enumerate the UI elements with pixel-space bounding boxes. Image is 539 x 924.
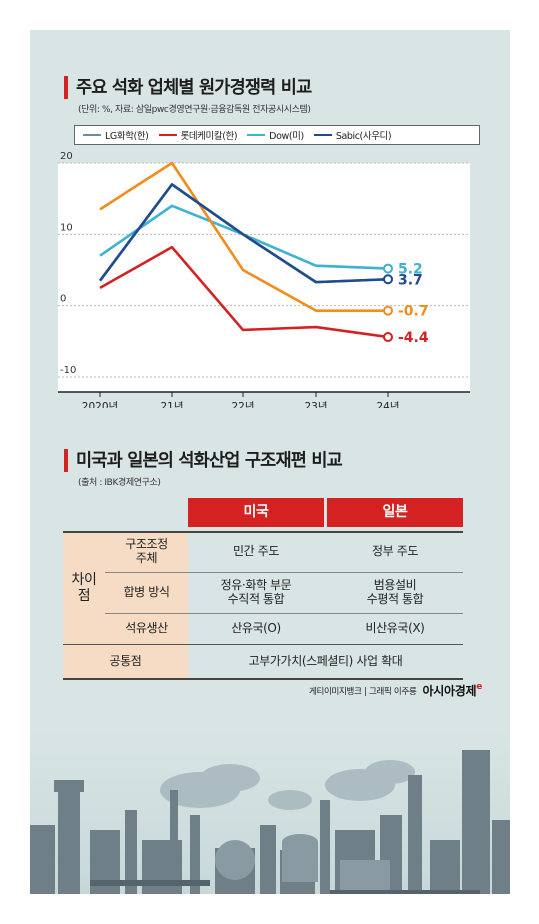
legend-label: LG화학(한): [105, 131, 149, 142]
legend-item: LG화학(한): [83, 128, 149, 142]
table-title: 미국과 일본의 석화산업 구조재편 비교: [76, 451, 343, 471]
row-label: 석유생산: [105, 614, 188, 644]
series-end-marker: [383, 263, 393, 274]
table-subtitle: (출처 : IBK경제연구소): [78, 478, 161, 488]
y-tick-label: 20: [60, 151, 73, 162]
x-tick-label: 22년: [231, 401, 254, 408]
line-chart: 20 10 0 -10 2020년 21년 22년 23년 24년 5.2 -4.4 -0.7 3.7: [58, 151, 470, 408]
common-value: 고부가가치(스페셜티) 사업 확대: [248, 653, 403, 668]
divider: [105, 572, 463, 573]
brand-logo: 아시아경제e: [422, 682, 482, 698]
series-end-label: 3.7: [398, 272, 423, 288]
legend-swatch: [158, 133, 177, 137]
series-end-marker: [383, 274, 393, 285]
legend-item: 롯데케미칼(한): [158, 128, 238, 142]
common-label: 공통점: [63, 645, 188, 678]
x-tick-label: 2020년: [82, 401, 118, 408]
legend-swatch: [313, 133, 332, 137]
row-label: 구조조정 주체: [105, 532, 188, 572]
divider: [63, 531, 463, 533]
series-line: [99, 161, 388, 312]
diff-group-label: 차이 점: [63, 532, 105, 644]
legend-item: Dow(미): [247, 128, 304, 142]
refinery-illustration: [30, 730, 510, 894]
credit-line: 게티이미지뱅크 | 그래픽 이주룡 아시아경제e: [309, 682, 482, 699]
col-header-us: 미국: [188, 498, 324, 527]
divider: [105, 613, 463, 614]
table-cell: 정부 주도: [372, 544, 418, 559]
title-accent: [64, 76, 68, 99]
divider: [63, 644, 463, 645]
x-tick-label: 24년: [376, 401, 399, 408]
y-tick-label: 0: [60, 294, 66, 305]
series-line: [98, 183, 389, 284]
table-cell: 비산유국(X): [365, 621, 425, 636]
series-end-marker: [383, 305, 393, 316]
row-label: 합병 방식: [105, 573, 188, 613]
x-tick-label: 23년: [304, 401, 327, 408]
credit-text: 게티이미지뱅크 | 그래픽 이주룡: [308, 686, 417, 697]
y-tick-label: 10: [60, 222, 73, 233]
legend-swatch: [83, 133, 101, 137]
table-cell: 민간 주도: [233, 544, 279, 559]
series-line: [99, 245, 389, 339]
col-header-jp: 일본: [327, 498, 463, 527]
legend-label: 롯데케미칼(한): [180, 131, 238, 142]
legend-item: Sabic(사우디): [313, 128, 392, 142]
table-cell: 범용설비 수평적 통합: [366, 578, 424, 606]
chart-subtitle: (단위: %, 자료: 삼일pwc경영연구원·금융감독원 전자공시시스템): [78, 105, 311, 115]
divider: [63, 678, 463, 680]
legend-label: Dow(미): [269, 131, 304, 142]
y-tick-label: -10: [60, 365, 76, 376]
chart-title: 주요 석화 업체별 원가경쟁력 비교: [76, 78, 312, 98]
series-end-marker: [383, 332, 393, 343]
series-end-label: 5.2: [398, 262, 423, 278]
chart-legend: LG화학(한) 롯데케미칼(한) Dow(미) Sabic(사우디): [74, 125, 480, 145]
legend-label: Sabic(사우디): [335, 131, 392, 142]
table-cell: 산유국(O): [231, 621, 281, 636]
series-end-label: -4.4: [398, 330, 429, 346]
plot-area: [58, 163, 470, 392]
title-accent: [64, 449, 68, 472]
infographic-card: 주요 석화 업체별 원가경쟁력 비교 (단위: %, 자료: 삼일pwc경영연구…: [30, 30, 510, 894]
legend-swatch: [247, 133, 266, 137]
x-tick-label: 21년: [160, 401, 183, 408]
series-end-label: -0.7: [398, 304, 429, 320]
table-cell: 정유·화학 부문 수직적 통합: [220, 578, 292, 606]
